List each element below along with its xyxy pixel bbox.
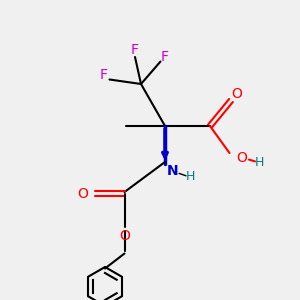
Text: N: N bbox=[167, 164, 178, 178]
Text: O: O bbox=[77, 187, 88, 200]
Text: F: F bbox=[131, 43, 139, 56]
Text: O: O bbox=[119, 229, 130, 242]
Text: F: F bbox=[161, 50, 169, 64]
Text: H: H bbox=[255, 155, 264, 169]
Text: O: O bbox=[236, 151, 247, 164]
Text: H: H bbox=[186, 170, 195, 184]
Text: O: O bbox=[232, 88, 242, 101]
Text: F: F bbox=[100, 68, 107, 82]
